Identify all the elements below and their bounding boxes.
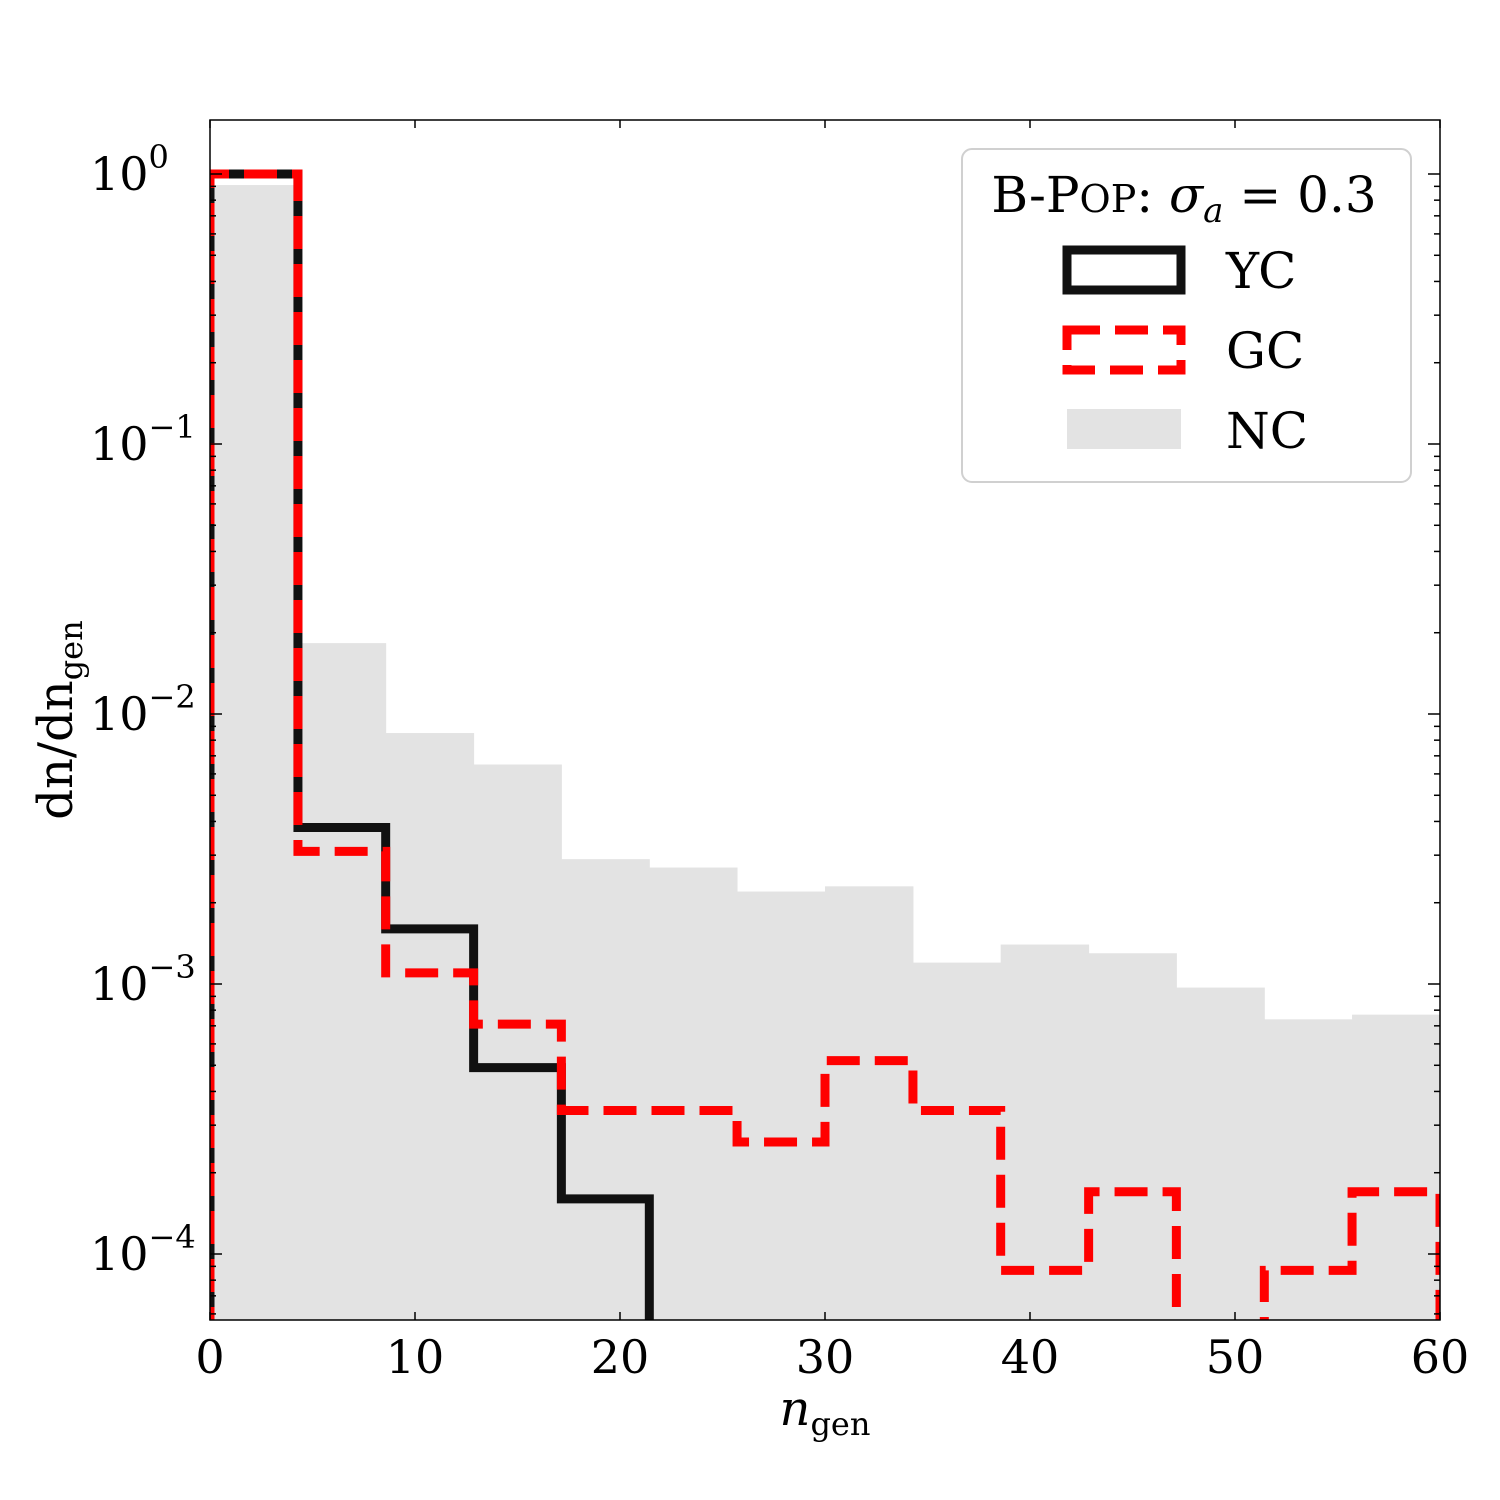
yc-histogram-step: [210, 169, 654, 1320]
y-tick-label: 10−2: [90, 678, 196, 741]
x-tick-label: 30: [796, 1330, 855, 1384]
legend-box: [961, 148, 1412, 483]
y-tick-label: 10−4: [90, 1218, 196, 1281]
nc-bar: [1088, 953, 1177, 1320]
y-tick-label: 10−1: [90, 408, 196, 471]
nc-bar: [825, 886, 914, 1320]
legend-swatch-nc: [1067, 409, 1181, 449]
yc-step-line: [210, 169, 654, 1320]
legend-swatch-gc: [1062, 325, 1186, 375]
legend-swatch-yc: [1062, 245, 1186, 295]
nc-bar: [297, 643, 387, 1320]
nc-bar: [473, 764, 562, 1320]
nc-bar: [1176, 987, 1265, 1320]
legend-label-nc: NC: [1226, 402, 1308, 460]
y-tick-label: 10−3: [90, 948, 196, 1011]
y-tick-labels: 100 10−1 10−2 10−3 10−4: [90, 138, 196, 1281]
y-axis-label: dn/dngen: [28, 620, 90, 819]
y-tick-label: 100: [90, 138, 169, 201]
nc-bar: [210, 185, 299, 1320]
x-tick-label: 0: [195, 1330, 224, 1384]
nc-bar: [649, 867, 738, 1320]
x-tick-label: 10: [386, 1330, 445, 1384]
legend-label-gc: GC: [1226, 322, 1304, 380]
legend-label-yc: YC: [1225, 242, 1296, 300]
nc-bar: [912, 962, 1002, 1320]
x-tick-label: 40: [1001, 1330, 1060, 1384]
nc-bar: [737, 891, 826, 1320]
nc-bar: [1000, 944, 1090, 1320]
legend-title: B-POP: σa = 0.3: [991, 166, 1376, 231]
nc-bar: [561, 859, 650, 1320]
x-tick-labels: 0 10 20 30 40 50 60: [195, 1330, 1469, 1384]
x-tick-label: 50: [1206, 1330, 1265, 1384]
x-tick-label: 60: [1411, 1330, 1470, 1384]
nc-bar: [1264, 1019, 1353, 1320]
nc-bar: [385, 733, 475, 1320]
nc-bar: [1352, 1014, 1440, 1320]
x-axis-label: ngen: [780, 1381, 871, 1443]
legend: B-POP: σa = 0.3 YC GC NC: [961, 148, 1412, 483]
axis-ticks: [209, 120, 1441, 1320]
x-tick-label: 20: [591, 1330, 650, 1384]
